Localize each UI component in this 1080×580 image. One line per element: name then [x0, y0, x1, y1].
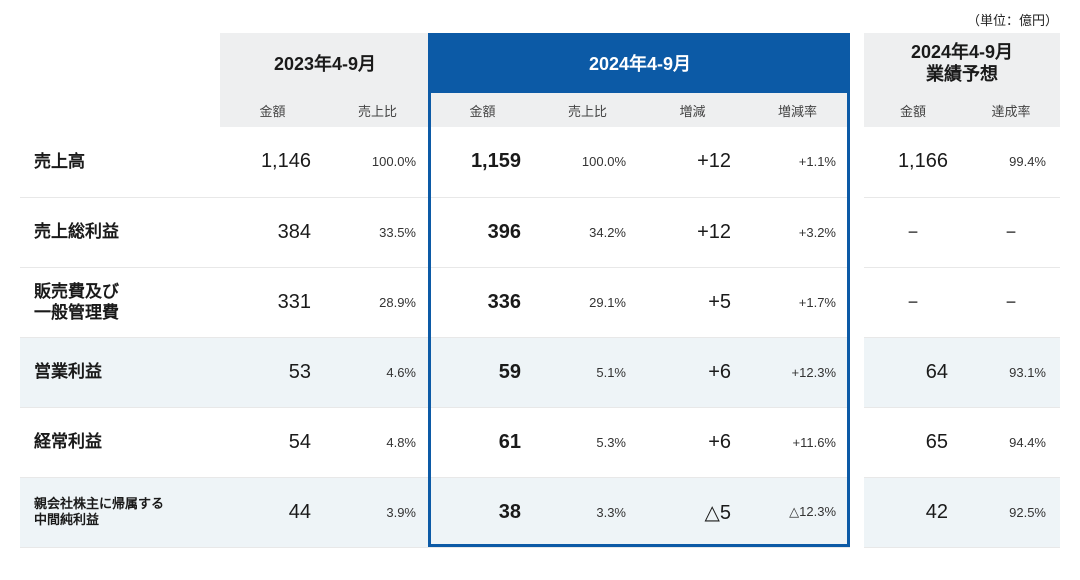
- table-row: 経常利益544.8%615.3%+6+11.6%: [20, 407, 850, 477]
- changepct-2024: +1.1%: [745, 127, 850, 197]
- header-sub-row: 金額 売上比 金額 売上比 増減 増減率: [20, 93, 850, 127]
- amount-2023: 384: [220, 197, 325, 267]
- changepct-2024: +12.3%: [745, 337, 850, 407]
- header-sub-blank: [20, 93, 220, 127]
- change-2024: +6: [640, 407, 745, 477]
- ratio-2023: 28.9%: [325, 267, 430, 337]
- forecast-header: 2024年4-9月業績予想: [864, 33, 1060, 93]
- sub-2024-ratio: 売上比: [535, 93, 640, 127]
- table-row: −−: [864, 197, 1060, 267]
- row-label: 販売費及び一般管理費: [20, 267, 220, 337]
- amount-2024: 59: [430, 337, 535, 407]
- amount-2024: 336: [430, 267, 535, 337]
- table-row: 6594.4%: [864, 407, 1060, 477]
- ratio-2024: 5.3%: [535, 407, 640, 477]
- table-row: 4292.5%: [864, 477, 1060, 547]
- changepct-2024: +11.6%: [745, 407, 850, 477]
- changepct-2024: +3.2%: [745, 197, 850, 267]
- forecast-sub-amount: 金額: [864, 93, 962, 127]
- row-label: 営業利益: [20, 337, 220, 407]
- table-row: 販売費及び一般管理費33128.9%33629.1%+5+1.7%: [20, 267, 850, 337]
- sub-2024-changepct: 増減率: [745, 93, 850, 127]
- sub-2024-amount: 金額: [430, 93, 535, 127]
- table-row: −−: [864, 267, 1060, 337]
- forecast-sub-achieve: 達成率: [962, 93, 1060, 127]
- amount-2023: 1,146: [220, 127, 325, 197]
- sub-2024-change: 増減: [640, 93, 745, 127]
- forecast-amount: 1,166: [864, 127, 962, 197]
- changepct-2024: △12.3%: [745, 477, 850, 547]
- amount-2023: 44: [220, 477, 325, 547]
- sub-2023-amount: 金額: [220, 93, 325, 127]
- forecast-achieve: 93.1%: [962, 337, 1060, 407]
- table-row: 売上総利益38433.5%39634.2%+12+3.2%: [20, 197, 850, 267]
- amount-2024: 1,159: [430, 127, 535, 197]
- row-label: 売上総利益: [20, 197, 220, 267]
- row-label: 経常利益: [20, 407, 220, 477]
- amount-2024: 61: [430, 407, 535, 477]
- header-2023: 2023年4-9月: [220, 33, 430, 93]
- forecast-amount: 65: [864, 407, 962, 477]
- header-period-row: 2023年4-9月 2024年4-9月: [20, 33, 850, 93]
- ratio-2024: 3.3%: [535, 477, 640, 547]
- ratio-2023: 4.8%: [325, 407, 430, 477]
- ratio-2024: 29.1%: [535, 267, 640, 337]
- main-table-container: 2023年4-9月 2024年4-9月 金額 売上比 金額 売上比 増減 増減率…: [20, 33, 850, 548]
- ratio-2024: 34.2%: [535, 197, 640, 267]
- forecast-achieve: 99.4%: [962, 127, 1060, 197]
- ratio-2023: 3.9%: [325, 477, 430, 547]
- table-wrapper: 2023年4-9月 2024年4-9月 金額 売上比 金額 売上比 増減 増減率…: [20, 33, 1060, 548]
- amount-2023: 54: [220, 407, 325, 477]
- ratio-2023: 33.5%: [325, 197, 430, 267]
- ratio-2024: 100.0%: [535, 127, 640, 197]
- forecast-sub-row: 金額 達成率: [864, 93, 1060, 127]
- forecast-achieve: −: [962, 267, 1060, 337]
- forecast-amount: −: [864, 197, 962, 267]
- table-row: 1,16699.4%: [864, 127, 1060, 197]
- ratio-2024: 5.1%: [535, 337, 640, 407]
- forecast-achieve: 94.4%: [962, 407, 1060, 477]
- unit-label: （単位：億円）: [20, 10, 1060, 29]
- table-row: 売上高1,146100.0%1,159100.0%+12+1.1%: [20, 127, 850, 197]
- header-2024: 2024年4-9月: [430, 33, 850, 93]
- amount-2023: 331: [220, 267, 325, 337]
- forecast-amount: 42: [864, 477, 962, 547]
- sub-2023-ratio: 売上比: [325, 93, 430, 127]
- amount-2023: 53: [220, 337, 325, 407]
- table-row: 6493.1%: [864, 337, 1060, 407]
- ratio-2023: 100.0%: [325, 127, 430, 197]
- forecast-achieve: −: [962, 197, 1060, 267]
- table-row: 親会社株主に帰属する中間純利益443.9%383.3%△5△12.3%: [20, 477, 850, 547]
- changepct-2024: +1.7%: [745, 267, 850, 337]
- change-2024: +12: [640, 127, 745, 197]
- change-2024: △5: [640, 477, 745, 547]
- row-label: 売上高: [20, 127, 220, 197]
- change-2024: +6: [640, 337, 745, 407]
- amount-2024: 396: [430, 197, 535, 267]
- forecast-achieve: 92.5%: [962, 477, 1060, 547]
- ratio-2023: 4.6%: [325, 337, 430, 407]
- change-2024: +12: [640, 197, 745, 267]
- table-row: 営業利益534.6%595.1%+6+12.3%: [20, 337, 850, 407]
- row-label: 親会社株主に帰属する中間純利益: [20, 477, 220, 547]
- forecast-amount: 64: [864, 337, 962, 407]
- amount-2024: 38: [430, 477, 535, 547]
- forecast-table-container: 2024年4-9月業績予想 金額 達成率 1,16699.4%−−−−6493.…: [864, 33, 1060, 548]
- forecast-table: 2024年4-9月業績予想 金額 達成率 1,16699.4%−−−−6493.…: [864, 33, 1060, 548]
- header-blank: [20, 33, 220, 93]
- forecast-header-row: 2024年4-9月業績予想: [864, 33, 1060, 93]
- main-table: 2023年4-9月 2024年4-9月 金額 売上比 金額 売上比 増減 増減率…: [20, 33, 850, 548]
- change-2024: +5: [640, 267, 745, 337]
- forecast-amount: −: [864, 267, 962, 337]
